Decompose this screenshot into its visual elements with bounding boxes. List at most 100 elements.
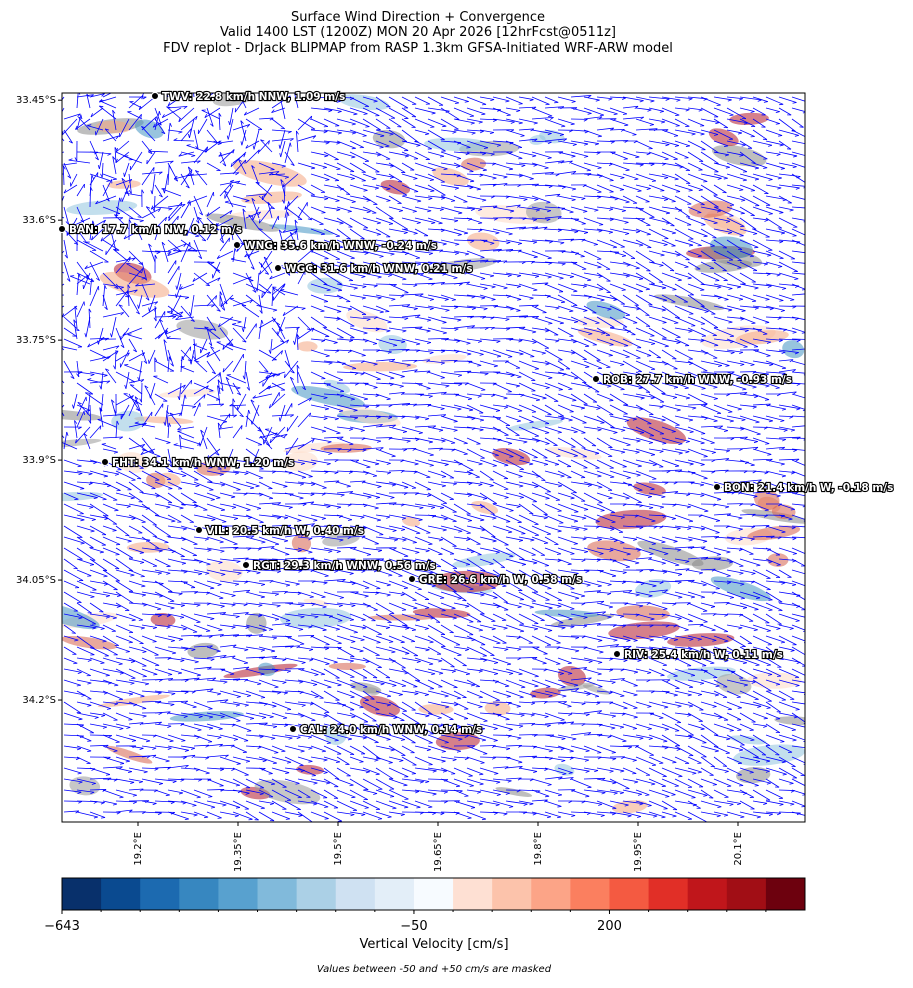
wind-arrowhead xyxy=(805,340,809,342)
wind-arrowhead xyxy=(192,80,194,83)
wind-arrowhead xyxy=(810,385,814,387)
wind-arrowhead xyxy=(413,543,417,544)
wind-arrowhead xyxy=(229,414,230,418)
title-line: FDV replot - DrJack BLIPMAP from RASP 1.… xyxy=(163,41,673,56)
wind-arrowhead xyxy=(385,146,389,147)
wind-arrowhead xyxy=(236,490,240,491)
wind-arrowhead xyxy=(271,81,275,82)
wind-arrowhead xyxy=(651,489,655,490)
wind-arrowhead xyxy=(805,417,809,419)
wind-arrowhead xyxy=(676,126,680,127)
wind-arrowhead xyxy=(324,302,328,303)
wind-arrowhead xyxy=(806,321,810,322)
wind-arrowhead xyxy=(808,366,812,367)
wind-vector xyxy=(45,174,64,175)
wind-arrowhead xyxy=(45,173,48,175)
wind-arrowhead xyxy=(652,479,656,480)
wind-arrowhead xyxy=(50,366,54,367)
wind-vector xyxy=(415,515,436,516)
wind-arrowhead xyxy=(51,421,55,423)
wind-arrowhead xyxy=(624,159,628,160)
wind-arrowhead xyxy=(54,397,57,399)
wind-arrowhead xyxy=(480,258,484,259)
wind-arrowhead xyxy=(647,356,651,357)
wind-arrowhead xyxy=(103,499,107,500)
wind-arrowhead xyxy=(808,275,812,277)
title-line: Surface Wind Direction + Convergence xyxy=(291,10,545,25)
wind-arrowhead xyxy=(807,145,811,146)
wind-arrowhead xyxy=(46,312,48,315)
wind-arrowhead xyxy=(42,294,45,296)
wind-arrowhead xyxy=(518,158,522,159)
wind-arrowhead xyxy=(807,451,811,453)
wind-vector xyxy=(792,339,809,340)
wind-arrowhead xyxy=(622,290,626,291)
wind-arrowhead xyxy=(481,390,485,391)
wind-arrowhead xyxy=(806,497,810,498)
wind-arrowhead xyxy=(670,270,674,271)
wind-arrowhead xyxy=(544,543,548,544)
wind-arrowhead xyxy=(57,344,61,345)
wind-arrowhead xyxy=(728,412,732,413)
wind-arrowhead xyxy=(611,522,615,523)
wind-arrowhead xyxy=(701,225,705,226)
wind-arrowhead xyxy=(704,457,708,458)
wind-arrowhead xyxy=(53,127,57,129)
wind-arrowhead xyxy=(168,489,172,490)
wind-vector xyxy=(42,295,64,296)
wind-vector xyxy=(44,152,64,157)
wind-arrowhead xyxy=(573,291,577,292)
wind-arrowhead xyxy=(752,301,756,302)
wind-arrowhead xyxy=(52,260,53,264)
wind-arrowhead xyxy=(807,157,811,158)
wind-arrowhead xyxy=(262,294,263,298)
wind-arrowhead xyxy=(807,400,811,401)
wind-arrowhead xyxy=(808,264,812,266)
wind-arrowhead xyxy=(806,425,809,427)
wind-arrowhead xyxy=(125,535,129,536)
wind-arrowhead xyxy=(347,238,351,239)
wind-arrowhead xyxy=(587,170,591,171)
wind-arrowhead xyxy=(506,522,510,523)
wind-arrowhead xyxy=(336,433,340,434)
wind-arrowhead xyxy=(521,534,525,535)
wind-arrowhead xyxy=(258,76,260,79)
wind-arrowhead xyxy=(222,87,224,90)
wind-arrowhead xyxy=(714,345,718,346)
title-line: Valid 1400 LST (1200Z) MON 20 Apr 2026 [… xyxy=(220,25,616,40)
wind-vector xyxy=(46,264,64,273)
wind-arrowhead xyxy=(703,181,707,182)
wind-arrowhead xyxy=(295,81,297,84)
wind-arrowhead xyxy=(809,527,813,529)
wind-vector xyxy=(46,306,64,316)
wind-vector xyxy=(233,493,247,494)
wind-arrowhead xyxy=(269,498,273,499)
wind-arrowhead xyxy=(574,512,578,513)
wind-arrowhead xyxy=(811,348,814,350)
wind-arrowhead xyxy=(744,347,748,348)
wind-arrowhead xyxy=(119,88,121,91)
wind-arrowhead xyxy=(807,208,811,210)
wind-vector xyxy=(402,448,416,449)
wind-arrowhead xyxy=(595,323,599,324)
wind-arrowhead xyxy=(808,201,812,202)
wind-arrowhead xyxy=(808,293,811,295)
wind-arrowhead xyxy=(57,208,58,212)
wind-arrowhead xyxy=(698,256,702,257)
wind-arrowhead xyxy=(751,191,755,192)
wind-arrowhead xyxy=(320,311,324,312)
wind-arrowhead xyxy=(672,290,676,291)
wind-arrowhead xyxy=(765,510,769,511)
wind-arrowhead xyxy=(163,82,166,85)
wind-arrowhead xyxy=(229,238,230,242)
wind-arrowhead xyxy=(704,478,708,479)
wind-arrowhead xyxy=(582,224,586,225)
wind-arrowhead xyxy=(365,127,369,128)
wind-arrowhead xyxy=(346,194,350,195)
wind-vector xyxy=(90,187,91,207)
wind-arrowhead xyxy=(639,291,643,292)
wind-arrowhead xyxy=(800,127,804,128)
wind-arrowhead xyxy=(559,390,563,391)
wind-arrowhead xyxy=(323,488,327,489)
